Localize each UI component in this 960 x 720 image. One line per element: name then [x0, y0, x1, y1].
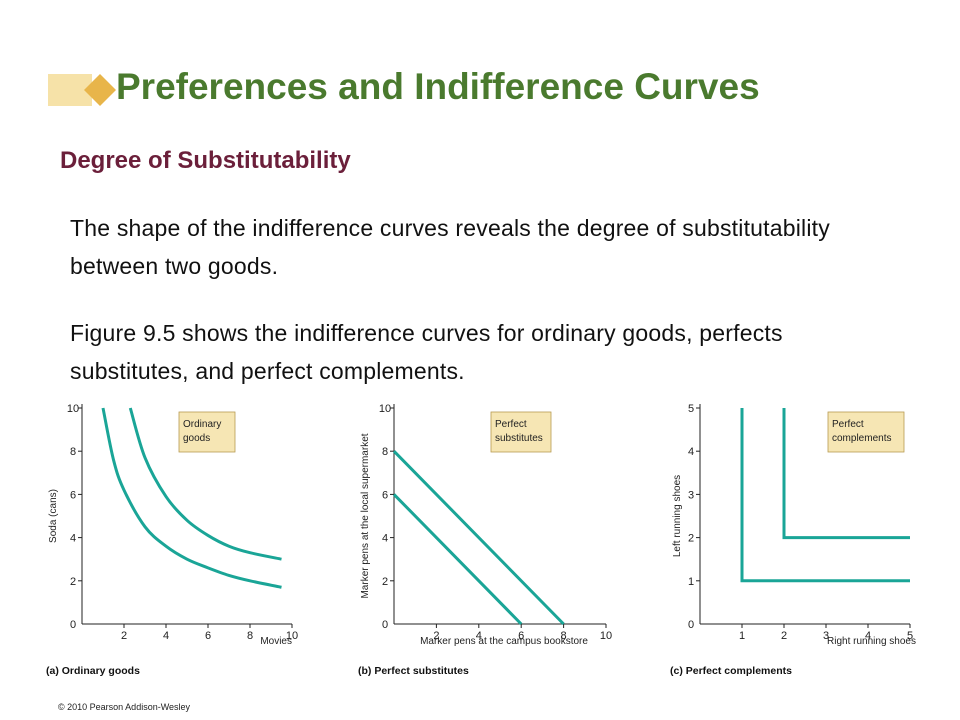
curve-type-label: complements — [832, 433, 891, 444]
x-axis-label: Right running shoes — [827, 636, 916, 647]
x-tick-label: 3 — [823, 630, 829, 642]
y-axis-label: Left running shoes — [672, 475, 683, 557]
x-tick-label: 4 — [865, 630, 871, 642]
y-tick-label: 6 — [70, 489, 76, 501]
y-tick-label: 2 — [70, 576, 76, 588]
title-diamond-icon — [48, 74, 116, 106]
x-tick-label: 8 — [561, 630, 567, 642]
indifference-curve-2 — [392, 450, 565, 626]
curve-type-label: Ordinary — [183, 419, 221, 430]
y-tick-label: 8 — [382, 446, 388, 458]
chart-perfect-substitutes: 0 2 4 6 8 10 2 4 6 8 10 Marker pens at the campus b… — [356, 394, 626, 684]
chart-caption: (b) Perfect substitutes — [358, 665, 469, 677]
curve-type-label: Perfect — [495, 419, 527, 430]
indifference-curve-1 — [740, 408, 910, 583]
curve-type-box — [178, 411, 236, 453]
y-tick-label: 8 — [70, 446, 76, 458]
x-tick-label: 10 — [600, 630, 612, 642]
x-tick-label: 1 — [739, 630, 745, 642]
curve-type-label: Perfect — [832, 419, 864, 430]
indifference-curve-2 — [128, 407, 282, 561]
x-tick-label: 10 — [286, 630, 298, 642]
curve-type-label: goods — [183, 433, 210, 444]
chart-caption: (c) Perfect complements — [670, 665, 792, 677]
paragraph-1: The shape of the indifference curves rev… — [70, 215, 830, 279]
indifference-curve-2 — [782, 408, 910, 540]
y-tick-label: 10 — [67, 403, 79, 415]
section-subtitle: Degree of Substitutability — [60, 147, 351, 174]
x-tick-label: 6 — [518, 630, 524, 642]
curve-type-box — [490, 411, 552, 453]
chart-perfect-substitutes-svg: 0 2 4 6 8 10 2 4 6 8 10 Marker pens at the campus b… — [358, 403, 612, 677]
x-tick-label: 6 — [205, 630, 211, 642]
y-tick-label: 4 — [688, 446, 694, 458]
paragraph-2: Figure 9.5 shows the indifference curves… — [70, 320, 783, 384]
origin-label: 0 — [382, 619, 388, 631]
x-axis-label: Marker pens at the campus bookstore — [420, 636, 588, 647]
y-tick-label: 1 — [688, 576, 694, 588]
y-tick-label: 3 — [688, 489, 694, 501]
y-tick-label: 2 — [382, 576, 388, 588]
y-tick-label: 4 — [382, 533, 388, 545]
y-tick-label: 4 — [70, 533, 76, 545]
origin-label: 0 — [70, 619, 76, 631]
y-tick-label: 5 — [688, 403, 694, 415]
indifference-curve-1 — [392, 493, 523, 626]
x-tick-label: 2 — [433, 630, 439, 642]
x-tick-label: 2 — [781, 630, 787, 642]
x-tick-label: 4 — [163, 630, 169, 642]
curve-type-box — [827, 411, 905, 453]
x-tick-label: 4 — [476, 630, 482, 642]
indifference-curve-1 — [101, 407, 282, 589]
chart-perfect-complements: 0 1 2 3 4 5 1 2 3 4 5 Right running shoes Left runni… — [668, 394, 928, 684]
origin-label: 0 — [688, 619, 694, 631]
page-title: Preferences and Indifference Curves — [116, 66, 760, 107]
copyright-text: © 2010 Pearson Addison-Wesley — [58, 702, 191, 712]
curve-type-label: substitutes — [495, 433, 543, 444]
y-tick-label: 6 — [382, 489, 388, 501]
chart-caption: (a) Ordinary goods — [46, 665, 140, 677]
y-axis-label: Marker pens at the local supermarket — [360, 433, 371, 598]
x-tick-label: 8 — [247, 630, 253, 642]
y-tick-label: 2 — [688, 533, 694, 545]
x-tick-label: 5 — [907, 630, 913, 642]
y-tick-label: 10 — [379, 403, 391, 415]
x-axis-label: Movies — [260, 636, 292, 647]
chart-ordinary-goods: 0 2 4 6 8 10 2 4 6 8 10 Movies Soda (cans) Ordinary go… — [44, 394, 304, 684]
y-axis-label: Soda (cans) — [48, 489, 59, 543]
x-tick-label: 2 — [121, 630, 127, 642]
